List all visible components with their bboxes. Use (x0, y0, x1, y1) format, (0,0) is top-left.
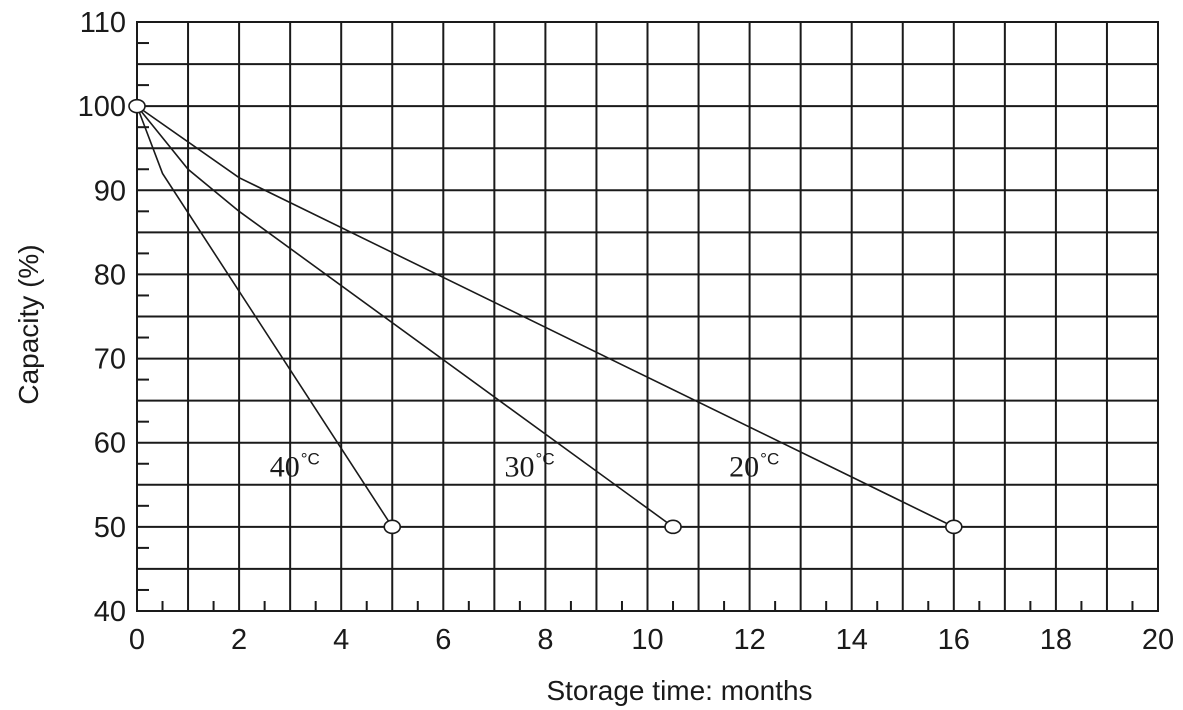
series-annotation-label: 40°C (270, 449, 320, 483)
x-tick-label: 18 (1040, 624, 1072, 656)
grid (137, 22, 1158, 611)
x-tick-label: 10 (631, 624, 663, 656)
y-tick-label: 110 (80, 7, 126, 39)
point-marker (384, 520, 400, 533)
x-tick-label: 0 (129, 624, 145, 656)
x-tick-label: 14 (836, 624, 868, 656)
y-tick-label: 70 (94, 344, 126, 376)
x-tick-label: 16 (938, 624, 970, 656)
x-tick-label: 20 (1142, 624, 1174, 656)
y-axis-tick-labels: 40 50 60 70 80 90 100 110 (78, 7, 126, 628)
x-axis-tick-labels: 0 2 4 6 8 10 12 14 16 18 20 (129, 624, 1174, 656)
x-tick-label: 2 (231, 624, 247, 656)
series-annotations: 40°C 30°C 20°C (270, 449, 780, 483)
series-annotation-unit: °C (301, 449, 320, 468)
y-tick-label: 40 (94, 596, 126, 628)
x-tick-label: 8 (537, 624, 553, 656)
point-marker (946, 520, 962, 533)
series-annotation-unit: °C (760, 449, 779, 468)
x-tick-label: 12 (733, 624, 765, 656)
y-tick-label: 60 (94, 428, 126, 460)
point-marker (129, 100, 145, 113)
series-annotation-label: 30°C (505, 449, 555, 483)
point-marker (665, 520, 681, 533)
minor-ticks (137, 43, 1132, 611)
series-annotation-label: 20°C (729, 449, 779, 483)
x-tick-label: 4 (333, 624, 349, 656)
y-tick-label: 100 (78, 91, 126, 123)
x-tick-label: 6 (435, 624, 451, 656)
y-tick-label: 80 (94, 259, 126, 291)
y-tick-label: 90 (94, 175, 126, 207)
y-axis-title: Capacity (%) (13, 244, 44, 404)
x-axis-title: Storage time: months (546, 675, 812, 706)
series-annotation-unit: °C (536, 449, 555, 468)
y-tick-label: 50 (94, 512, 126, 544)
